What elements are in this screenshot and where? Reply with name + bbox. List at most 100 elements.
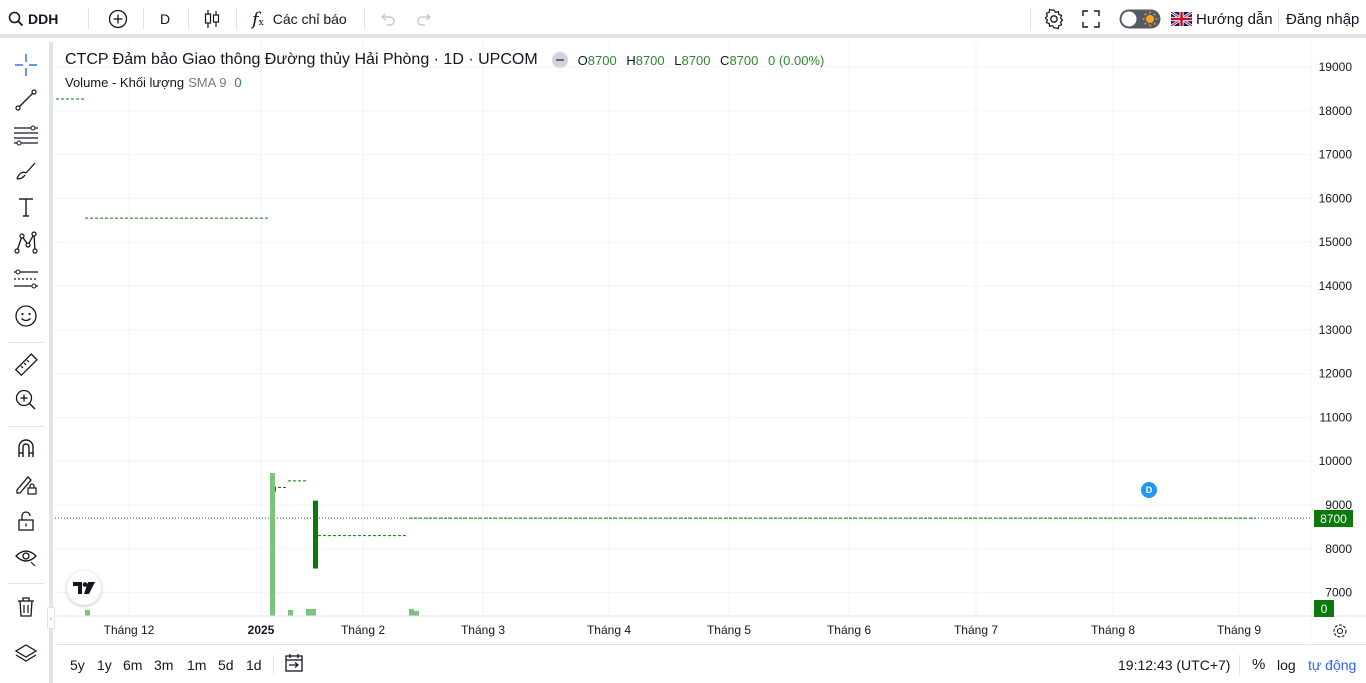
measure-lines-icon: [13, 267, 39, 296]
candles: [271, 486, 318, 569]
range-button-1m[interactable]: 1m: [187, 656, 207, 673]
chart-canvas[interactable]: 19000 18000 17000 16000 15000 14000 13000 12000…: [55, 42, 1366, 642]
candle-body: [313, 500, 318, 569]
magnet-tool[interactable]: [12, 437, 40, 465]
sma-label: SMA 9: [188, 74, 227, 90]
price-tick-label: 18000: [1319, 104, 1353, 118]
undo-button[interactable]: [378, 0, 396, 38]
fullscreen-icon: [1082, 10, 1100, 28]
brush-tool[interactable]: [12, 159, 40, 187]
time-tick-label: Tháng 3: [461, 623, 505, 637]
tradingview-logo[interactable]: [67, 571, 101, 605]
dividend-marker-label: D: [1145, 485, 1153, 495]
smiley-icon: [14, 304, 38, 333]
low-value: 8700: [681, 52, 711, 68]
symbol-search-button[interactable]: DDH: [8, 0, 58, 38]
close-value: 8700: [729, 52, 759, 68]
measure-tool[interactable]: [12, 352, 40, 382]
plus-circle-icon: [108, 9, 128, 29]
time-axis: Tháng 12 2025 Tháng 2 Tháng 3 Tháng 4 Tháng 5…: [55, 615, 1366, 637]
remove-drawings-tool[interactable]: [12, 595, 40, 623]
volume-label: Volume - Khối lượng: [65, 74, 185, 90]
volume-value: 0: [234, 74, 242, 90]
price-tick-label: 13000: [1319, 323, 1353, 337]
pattern-icon: [14, 230, 38, 260]
indicators-button[interactable]: fx Các chỉ báo: [252, 0, 347, 38]
percent-toggle[interactable]: %: [1252, 645, 1265, 683]
compare-button[interactable]: [108, 0, 128, 38]
auto-scale-toggle[interactable]: tự động: [1308, 645, 1356, 683]
indicators-label: Các chỉ báo: [272, 11, 347, 27]
object-tree-tool[interactable]: [12, 642, 40, 670]
legend-toggle-icon[interactable]: [551, 52, 568, 68]
brush-icon: [14, 159, 38, 188]
ohlc-values: O8700 H8700 L8700 C8700 0 (0.00%): [577, 52, 825, 68]
go-to-date-button[interactable]: [284, 645, 304, 683]
theme-toggle[interactable]: [1119, 0, 1161, 38]
fib-tool[interactable]: [12, 123, 40, 151]
hide-drawings-tool[interactable]: [12, 544, 40, 572]
lock-all-tool[interactable]: [12, 509, 40, 537]
time-tick-label: Tháng 7: [954, 623, 998, 637]
redo-button[interactable]: [416, 0, 434, 38]
timezone-clock[interactable]: 19:12:43 (UTC+7): [1118, 645, 1230, 683]
axis-settings-button[interactable]: [1332, 623, 1350, 641]
interval-button[interactable]: D: [160, 0, 170, 38]
login-label: Đăng nhập: [1286, 10, 1360, 28]
log-label: log: [1277, 656, 1296, 673]
drawing-toolbar: [0, 42, 53, 683]
uk-flag-icon: [1171, 12, 1192, 26]
prediction-tool[interactable]: [12, 267, 40, 295]
trend-line-tool[interactable]: [12, 88, 40, 116]
crosshair-icon: [14, 53, 38, 82]
fullscreen-button[interactable]: [1082, 0, 1100, 38]
icon-tool[interactable]: [12, 304, 40, 332]
time-tick-label: Tháng 9: [1217, 623, 1261, 637]
range-button-6m[interactable]: 6m: [123, 656, 143, 673]
range-button-5y[interactable]: 5y: [70, 656, 85, 673]
login-button[interactable]: Đăng nhập: [1286, 0, 1359, 38]
chart-pane[interactable]: 19000 18000 17000 16000 15000 14000 13000 12000…: [47, 42, 1366, 642]
range-button-1y[interactable]: 1y: [97, 656, 112, 673]
time-tick-label: Tháng 5: [707, 623, 751, 637]
last-price-label: 8700: [1314, 510, 1353, 527]
zoom-tool[interactable]: [12, 388, 40, 416]
crosshair-tool[interactable]: [12, 53, 40, 81]
candles-icon: [202, 8, 222, 30]
range-button-5d[interactable]: 5d: [218, 656, 234, 673]
volume-legend: Volume - Khối lượng SMA 9 0: [65, 74, 242, 90]
ruler-icon: [14, 352, 38, 382]
price-tick-label: 15000: [1319, 235, 1353, 249]
series-title: CTCP Đảm bảo Giao thông Đường thủy Hải P…: [65, 51, 538, 68]
range-button-3m[interactable]: 3m: [154, 656, 174, 673]
price-tick-label: 19000: [1319, 60, 1353, 74]
pattern-tool[interactable]: [12, 230, 40, 260]
dividend-marker[interactable]: D: [1141, 482, 1157, 498]
price-tick-label: 17000: [1319, 148, 1353, 162]
undo-icon: [378, 10, 396, 28]
price-tick-label: 10000: [1319, 454, 1353, 468]
volume-bar: [270, 473, 275, 616]
clock-label: 19:12:43 (UTC+7): [1118, 656, 1231, 673]
price-tick-label: 16000: [1319, 191, 1353, 205]
horizontal-lines-icon: [13, 123, 39, 152]
settings-button[interactable]: [1043, 0, 1065, 38]
guide-button[interactable]: Hướng dẫn: [1171, 0, 1273, 38]
search-icon: [8, 11, 24, 27]
top-toolbar: DDH D fx Các chỉ báo: [0, 0, 1366, 38]
bottom-toolbar: 5y 1y 6m 3m 1m 5d 1d 19:12:43 (UTC+7) % log tự…: [55, 644, 1366, 683]
price-tick-label: 12000: [1319, 367, 1353, 381]
log-toggle[interactable]: log: [1277, 645, 1296, 683]
eye-icon: [14, 544, 38, 573]
collapse-toolbar-handle[interactable]: ‹: [47, 607, 55, 629]
lock-drawing-tool[interactable]: [12, 473, 40, 501]
range-button-1d[interactable]: 1d: [246, 656, 262, 673]
chart-type-button[interactable]: [202, 0, 222, 38]
main-series-legend: CTCP Đảm bảo Giao thông Đường thủy Hải P…: [65, 50, 824, 70]
price-axis: 19000 18000 17000 16000 15000 14000 13000 12000…: [1310, 42, 1353, 642]
change-value: 0 (0.00%): [767, 52, 825, 68]
text-tool[interactable]: [12, 195, 40, 223]
volume-bar: [85, 610, 90, 616]
magnet-icon: [15, 437, 37, 466]
grid: [55, 42, 1310, 616]
